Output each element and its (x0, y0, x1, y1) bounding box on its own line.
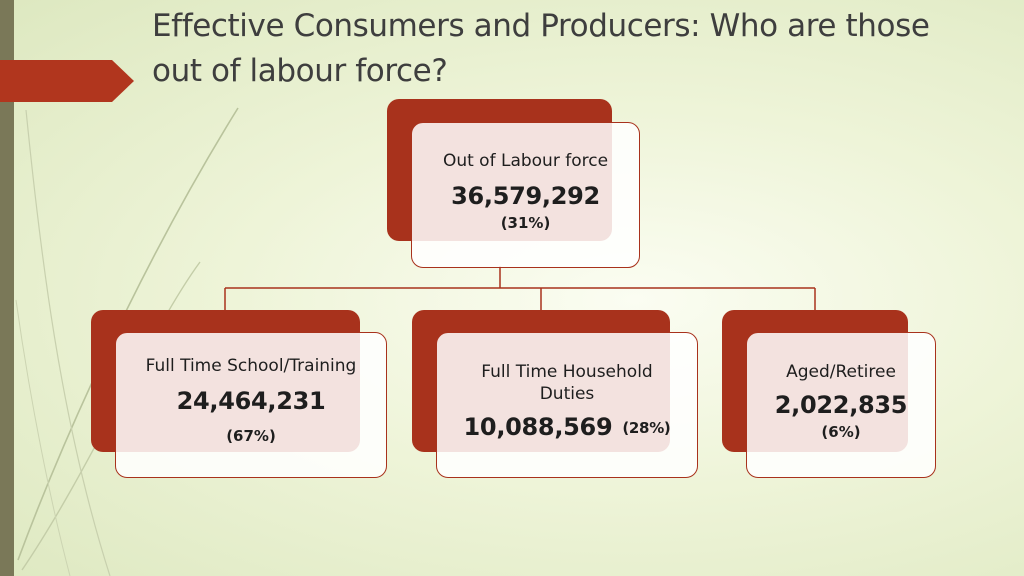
slide-title: Effective Consumers and Producers: Who a… (152, 8, 930, 89)
title-arrow-tab (0, 60, 134, 102)
household-label: Full Time Household Duties (481, 362, 653, 404)
root-node-card: Out of Labour force 36,579,292 (31%) (411, 122, 640, 268)
school-percent: (67%) (226, 427, 276, 445)
child-node-aged: Aged/Retiree 2,022,835 (6%) (722, 310, 936, 478)
child-node-household-card: Full Time Household Duties 10,088,569 (28… (436, 332, 698, 478)
left-accent-bar (0, 0, 14, 576)
aged-percent: (6%) (821, 423, 861, 441)
school-label: Full Time School/Training (145, 356, 357, 376)
aged-label: Aged/Retiree (786, 362, 896, 382)
school-value: 24,464,231 (176, 387, 326, 415)
root-label: Out of Labour force (442, 151, 609, 171)
household-percent: (28%) (622, 419, 671, 437)
household-value-row: 10,088,569 (28%) (437, 411, 697, 443)
household-value: 10,088,569 (463, 413, 613, 441)
child-node-aged-card: Aged/Retiree 2,022,835 (6%) (746, 332, 936, 478)
child-node-school-card: Full Time School/Training 24,464,231 (67… (115, 332, 387, 478)
root-node: Out of Labour force 36,579,292 (31%) (387, 99, 640, 268)
root-percent: (31%) (500, 214, 551, 232)
root-value: 36,579,292 (451, 182, 600, 210)
aged-value: 2,022,835 (774, 391, 908, 419)
child-node-household: Full Time Household Duties 10,088,569 (28… (412, 310, 698, 478)
child-node-school: Full Time School/Training 24,464,231 (67… (91, 310, 387, 478)
